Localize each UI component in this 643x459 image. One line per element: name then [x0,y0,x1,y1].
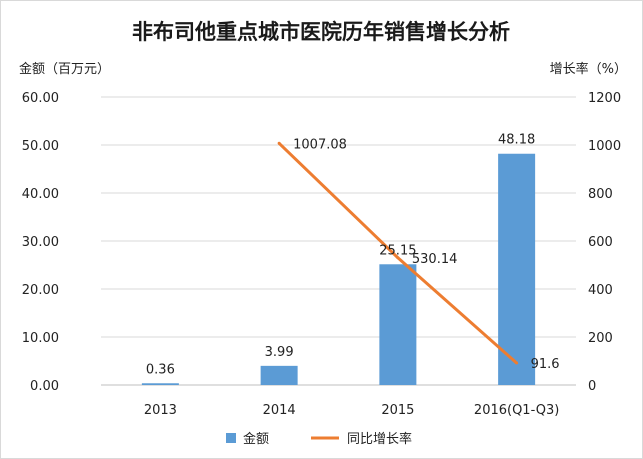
bar-value-label: 0.36 [146,362,175,377]
category-label: 2013 [144,403,177,418]
bar-series [141,153,536,385]
line-value-label: 1007.08 [293,137,347,152]
category-label: 2015 [381,403,414,418]
chart-title: 非布司他重点城市医院历年销售增长分析 [132,20,510,44]
right-tick-label: 0 [588,379,596,394]
gridlines [101,96,576,386]
bar [260,365,298,385]
legend: 金额 同比增长率 [226,431,412,447]
right-tick-label: 1200 [588,91,621,106]
bar [141,383,179,385]
bar-value-label: 3.99 [265,345,294,360]
growth-rate-point [396,256,400,260]
legend-swatch-amount [226,433,236,443]
left-tick-label: 40.00 [22,187,59,202]
bar [379,264,417,385]
legend-label-amount: 金额 [243,431,269,447]
left-tick-label: 20.00 [22,283,59,298]
line-value-label: 530.14 [412,252,458,267]
bar [498,153,536,385]
line-series [277,141,519,365]
growth-rate-point [277,141,281,145]
left-axis-title: 金额（百万元） [19,61,110,77]
right-tick-label: 400 [588,283,613,298]
left-tick-label: 30.00 [22,235,59,250]
right-tick-label: 1000 [588,139,621,154]
category-label: 2014 [263,403,296,418]
left-tick-label: 0.00 [30,379,59,394]
bar-value-label: 25.15 [379,243,416,258]
right-tick-label: 600 [588,235,613,250]
bar-value-label: 48.18 [498,133,535,148]
right-axis-ticks: 0 200 400 600 800 1000 1200 [588,91,621,394]
data-labels: 0.36 3.99 25.15 48.18 1007.08 530.14 91.6 [146,133,560,378]
growth-rate-point [515,361,519,365]
line-value-label: 91.6 [531,357,560,372]
right-tick-label: 200 [588,331,613,346]
legend-label-growth: 同比增长率 [347,431,412,447]
category-axis-labels: 2013 2014 2015 2016(Q1-Q3) [144,403,560,418]
left-tick-label: 60.00 [22,91,59,106]
right-axis-title: 增长率（%） [550,61,627,77]
left-axis-ticks: 0.00 10.00 20.00 30.00 40.00 50.00 60.00 [22,91,59,394]
right-tick-label: 800 [588,187,613,202]
left-tick-label: 10.00 [22,331,59,346]
left-tick-label: 50.00 [22,139,59,154]
category-label: 2016(Q1-Q3) [474,403,559,418]
